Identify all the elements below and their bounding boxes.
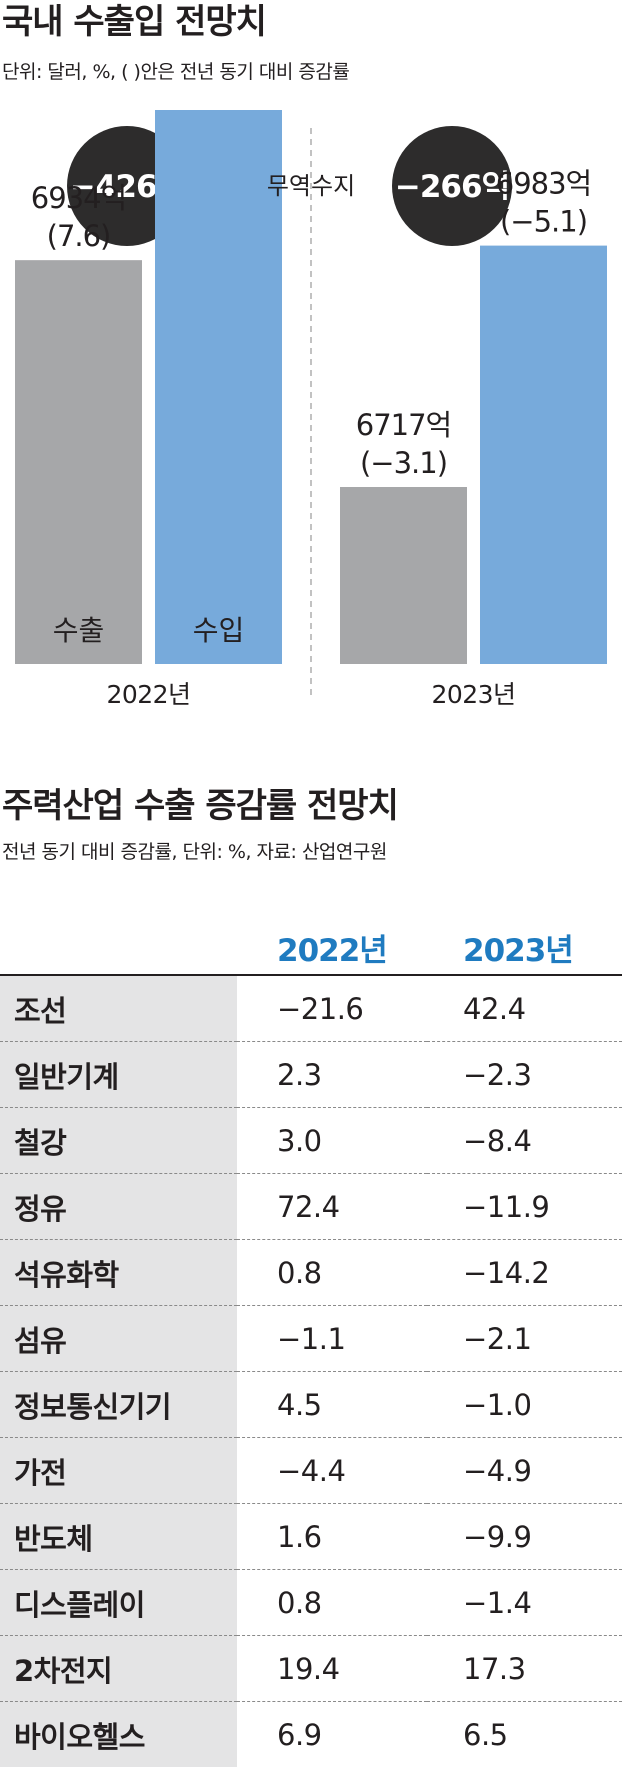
header-2023: 2023년 (427, 925, 622, 975)
value-2023: 6.5 (427, 1702, 622, 1767)
value-2023: −1.4 (427, 1570, 622, 1636)
industry-name: 정보통신기기 (0, 1372, 237, 1438)
value-2022: 2.3 (237, 1042, 427, 1108)
value-2023: −2.1 (427, 1306, 622, 1372)
bar-change-label-0-0: (7.6) (47, 219, 111, 253)
value-2022: −1.1 (237, 1306, 427, 1372)
value-2022: 3.0 (237, 1108, 427, 1174)
chart-title: 국내 수출입 전망치 (2, 2, 266, 42)
bar-value-label-0-0: 6934억 (31, 181, 126, 215)
value-2023: −2.3 (427, 1042, 622, 1108)
industry-name: 반도체 (0, 1504, 237, 1570)
value-2022: 72.4 (237, 1174, 427, 1240)
bar-change-label-1-0: (−3.1) (360, 446, 447, 480)
table-title: 주력산업 수출 증감률 전망치 (2, 786, 398, 826)
value-2022: 1.6 (237, 1504, 427, 1570)
trade-bar-chart: −426억6934억(7.6)수출7360억(19.7)수입2022년−266억… (0, 110, 622, 710)
value-2023: 17.3 (427, 1636, 622, 1702)
bar-0-0 (15, 260, 142, 664)
table-header-row: 2022년 2023년 (0, 925, 622, 975)
industry-name: 조선 (0, 975, 237, 1042)
value-2023: 42.4 (427, 975, 622, 1042)
trade-balance-value-1: −266억 (395, 169, 509, 205)
industry-name: 정유 (0, 1174, 237, 1240)
industry-name: 디스플레이 (0, 1570, 237, 1636)
industry-name: 가전 (0, 1438, 237, 1504)
industry-name: 석유화학 (0, 1240, 237, 1306)
value-2022: 6.9 (237, 1702, 427, 1767)
bar-name-label-0: 수출 (53, 614, 105, 647)
bar-name-label-1: 수입 (193, 614, 245, 647)
value-2023: −11.9 (427, 1174, 622, 1240)
table-row: 섬유−1.1−2.1 (0, 1306, 622, 1372)
bar-0-1 (155, 110, 282, 664)
industry-name: 철강 (0, 1108, 237, 1174)
bar-1-0 (340, 487, 467, 664)
bar-change-label-1-1: (−5.1) (500, 205, 587, 239)
value-2023: −14.2 (427, 1240, 622, 1306)
industry-name: 바이오헬스 (0, 1702, 237, 1767)
industry-name: 2차전지 (0, 1636, 237, 1702)
table-subtitle: 전년 동기 대비 증감률, 단위: %, 자료: 산업연구원 (2, 840, 387, 864)
year-label-1: 2023년 (431, 680, 515, 709)
bar-value-label-1-1: 6983억 (496, 167, 591, 201)
value-2023: −1.0 (427, 1372, 622, 1438)
bar-value-label-1-0: 6717억 (356, 408, 451, 442)
value-2022: 19.4 (237, 1636, 427, 1702)
value-2022: 4.5 (237, 1372, 427, 1438)
chart-subtitle: 단위: 달러, %, ( )안은 전년 동기 대비 증감률 (2, 60, 349, 84)
value-2023: −9.9 (427, 1504, 622, 1570)
value-2022: −4.4 (237, 1438, 427, 1504)
industry-name: 일반기계 (0, 1042, 237, 1108)
header-2022: 2022년 (237, 925, 427, 975)
industry-name: 섬유 (0, 1306, 237, 1372)
bar-1-1 (480, 246, 607, 664)
year-label-0: 2022년 (106, 680, 190, 709)
value-2023: −8.4 (427, 1108, 622, 1174)
header-industry (0, 925, 237, 975)
trade-balance-label: 무역수지 (267, 172, 355, 200)
value-2023: −4.9 (427, 1438, 622, 1504)
value-2022: 0.8 (237, 1240, 427, 1306)
value-2022: 0.8 (237, 1570, 427, 1636)
table-row: 가전−4.4−4.9 (0, 1438, 622, 1504)
value-2022: −21.6 (237, 975, 427, 1042)
